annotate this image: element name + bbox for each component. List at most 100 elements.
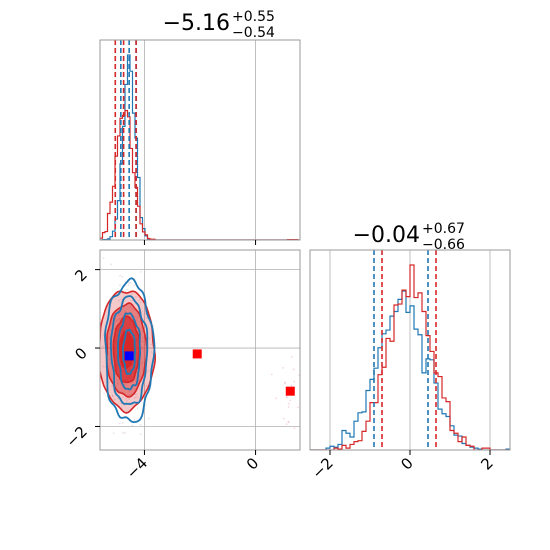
sample-point <box>102 257 105 260</box>
sample-point <box>124 311 127 313</box>
sample-point <box>124 311 126 314</box>
sample-point <box>126 289 129 291</box>
param-1-title-lower: −0.54 <box>232 25 275 41</box>
sample-point <box>282 417 285 420</box>
sample-point <box>282 367 285 369</box>
quantile-lines <box>373 250 437 450</box>
quantile-lines <box>114 40 137 240</box>
sample-point <box>118 422 121 425</box>
param-1-title-value: −5.16 <box>163 11 230 36</box>
sample-point <box>145 317 148 319</box>
sample-point <box>139 433 142 436</box>
sample-point <box>128 393 131 396</box>
point-marker <box>124 351 134 361</box>
sample-point <box>287 405 290 408</box>
x-tick-label: 0 <box>243 454 262 473</box>
sample-point <box>140 364 143 367</box>
histogram-series-b <box>310 264 510 450</box>
sample-point <box>103 392 106 395</box>
sample-point <box>118 317 121 320</box>
x-tick-label: 0 <box>397 454 416 473</box>
sample-point <box>121 396 124 399</box>
histogram-panel-param-2: −2 0 2 −0.04 +0.67 −0.66 <box>308 221 511 482</box>
sample-point <box>111 385 114 388</box>
sample-point <box>270 373 273 376</box>
sample-point <box>292 368 295 371</box>
param-1-title: −5.16 <box>163 11 230 36</box>
sample-point <box>147 417 150 420</box>
sample-point <box>133 419 136 422</box>
param-2-title-value: −0.04 <box>353 223 420 248</box>
x-tick-label: 2 <box>477 454 496 473</box>
sample-point <box>275 397 278 400</box>
sample-point <box>133 397 136 400</box>
y-tick-label: 2 <box>71 266 90 285</box>
sample-point <box>124 383 127 386</box>
panel-frame <box>99 249 301 451</box>
sample-point <box>128 390 131 393</box>
sample-point <box>109 329 112 331</box>
sample-point <box>125 400 128 403</box>
density-contour <box>117 312 142 391</box>
sample-point <box>135 393 138 396</box>
sample-point <box>110 263 112 266</box>
y-tick-label: 0 <box>71 344 90 363</box>
sample-point <box>136 407 139 410</box>
sample-point <box>115 320 118 322</box>
x-tick-label: −4 <box>123 454 151 482</box>
sample-point <box>293 427 296 430</box>
sample-point <box>143 313 146 316</box>
param-2-title-lower: −0.66 <box>422 237 465 253</box>
sample-point <box>111 395 114 397</box>
x-tick-label: −2 <box>308 454 336 482</box>
sample-point <box>129 306 132 309</box>
sample-point <box>96 340 98 342</box>
axis-ticks <box>143 240 257 245</box>
sample-point <box>123 432 126 435</box>
density-contour <box>122 328 136 376</box>
grid-lines <box>144 40 256 240</box>
sample-point <box>134 396 137 399</box>
sample-point <box>120 313 123 316</box>
sample-point <box>108 358 111 361</box>
sample-point <box>135 316 137 319</box>
sample-point <box>108 337 111 340</box>
sample-point <box>306 398 308 400</box>
point-marker <box>285 386 295 396</box>
sample-point <box>136 316 139 318</box>
sample-point <box>296 406 299 409</box>
sample-point <box>284 381 287 384</box>
sample-point <box>102 345 104 347</box>
sample-point <box>112 333 115 336</box>
sample-point <box>122 431 124 434</box>
sample-point <box>124 280 126 283</box>
histogram-series-a <box>100 54 300 240</box>
sample-point <box>122 391 125 394</box>
sample-point <box>133 284 136 287</box>
sample-point <box>114 398 116 401</box>
sample-point <box>285 423 288 426</box>
sample-point <box>139 423 142 426</box>
sample-point <box>135 319 138 322</box>
sample-point <box>134 379 137 382</box>
sample-point <box>287 402 290 405</box>
sample-point <box>141 330 144 333</box>
sample-point <box>129 282 132 284</box>
param-1-title-upper: +0.55 <box>232 9 275 25</box>
density-contour <box>109 295 149 406</box>
sample-point <box>140 311 143 313</box>
sample-point <box>286 396 288 399</box>
sample-point <box>145 384 148 387</box>
scatter-density-panel: −4 0 2 0 −2 <box>62 249 308 482</box>
sample-point <box>290 356 293 358</box>
sample-point <box>118 299 120 302</box>
sample-point <box>111 394 114 397</box>
sample-point <box>139 270 142 273</box>
sample-point <box>131 293 133 296</box>
sample-point <box>139 301 142 304</box>
sample-point <box>128 281 130 284</box>
sample-point <box>102 365 105 368</box>
sample-point <box>148 337 151 340</box>
sample-point <box>117 382 119 385</box>
